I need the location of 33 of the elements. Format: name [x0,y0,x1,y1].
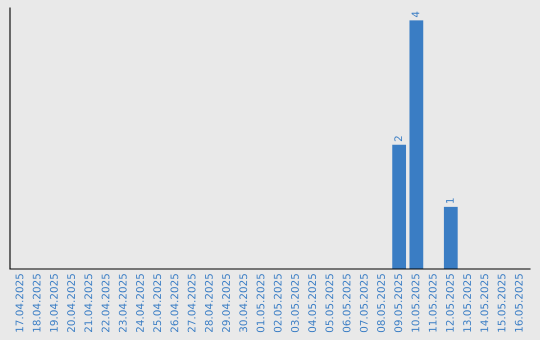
x-tick-label: 29.04.2025 [222,274,230,332]
x-tick-label: 28.04.2025 [204,274,213,332]
data-label: 2 [394,136,402,142]
data-label: 4 [412,12,420,18]
x-tick-label: 12.05.2025 [446,274,454,332]
x-tick-label: 08.05.2025 [377,274,385,332]
x-tick-label: 03.05.2025 [290,274,299,332]
x-tick-label: 30.04.2025 [239,274,248,332]
x-tick-label: 11.05.2025 [428,274,437,332]
x-tick-label: 21.04.2025 [84,274,92,332]
x-tick-label: 07.05.2025 [360,274,368,332]
x-tick-label: 18.04.2025 [32,274,41,332]
x-tick-label: 14.05.2025 [480,274,488,332]
x-tick-label: 22.04.2025 [102,274,110,332]
x-tick-label: 19.04.2025 [50,274,58,332]
x-tick-label: 09.05.2025 [394,274,402,332]
x-tick-label: 17.04.2025 [15,274,24,332]
x-tick-label: 15.05.2025 [498,274,506,332]
x-tick-label: 10.05.2025 [412,274,420,332]
x-tick-label: 06.05.2025 [342,274,351,332]
x-tick-label: 23.04.2025 [118,274,127,332]
x-tick-label: 16.05.2025 [514,274,523,332]
x-tick-label: 24.04.2025 [136,274,144,332]
x-tick-label: 13.05.2025 [463,274,472,332]
x-tick-label: 27.04.2025 [188,274,196,332]
x-tick-label: 20.04.2025 [67,274,76,332]
x-tick-label: 25.04.2025 [153,274,162,332]
x-tick-label: 26.04.2025 [170,274,178,332]
x-tick-label: 02.05.2025 [274,274,282,332]
x-tick-label: 01.05.2025 [256,274,264,332]
x-tick-label: 05.05.2025 [325,274,334,332]
data-label: 1 [446,198,454,203]
x-tick-label: 04.05.2025 [308,274,316,332]
